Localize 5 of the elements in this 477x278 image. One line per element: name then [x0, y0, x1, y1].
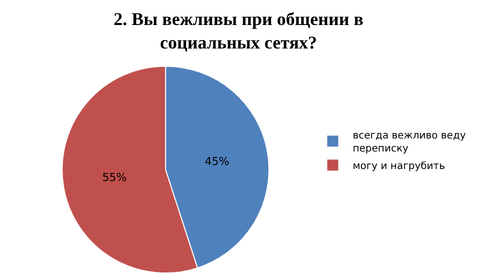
data-label: 45% [204, 154, 230, 168]
chart-title: 2. Вы вежливы при общении в социальных сетях? [114, 9, 364, 52]
legend-label: всегда вежливо веду переписку [352, 130, 466, 155]
data-label: 55% [102, 171, 127, 184]
legend-label: могу и нагрубить [352, 161, 446, 172]
